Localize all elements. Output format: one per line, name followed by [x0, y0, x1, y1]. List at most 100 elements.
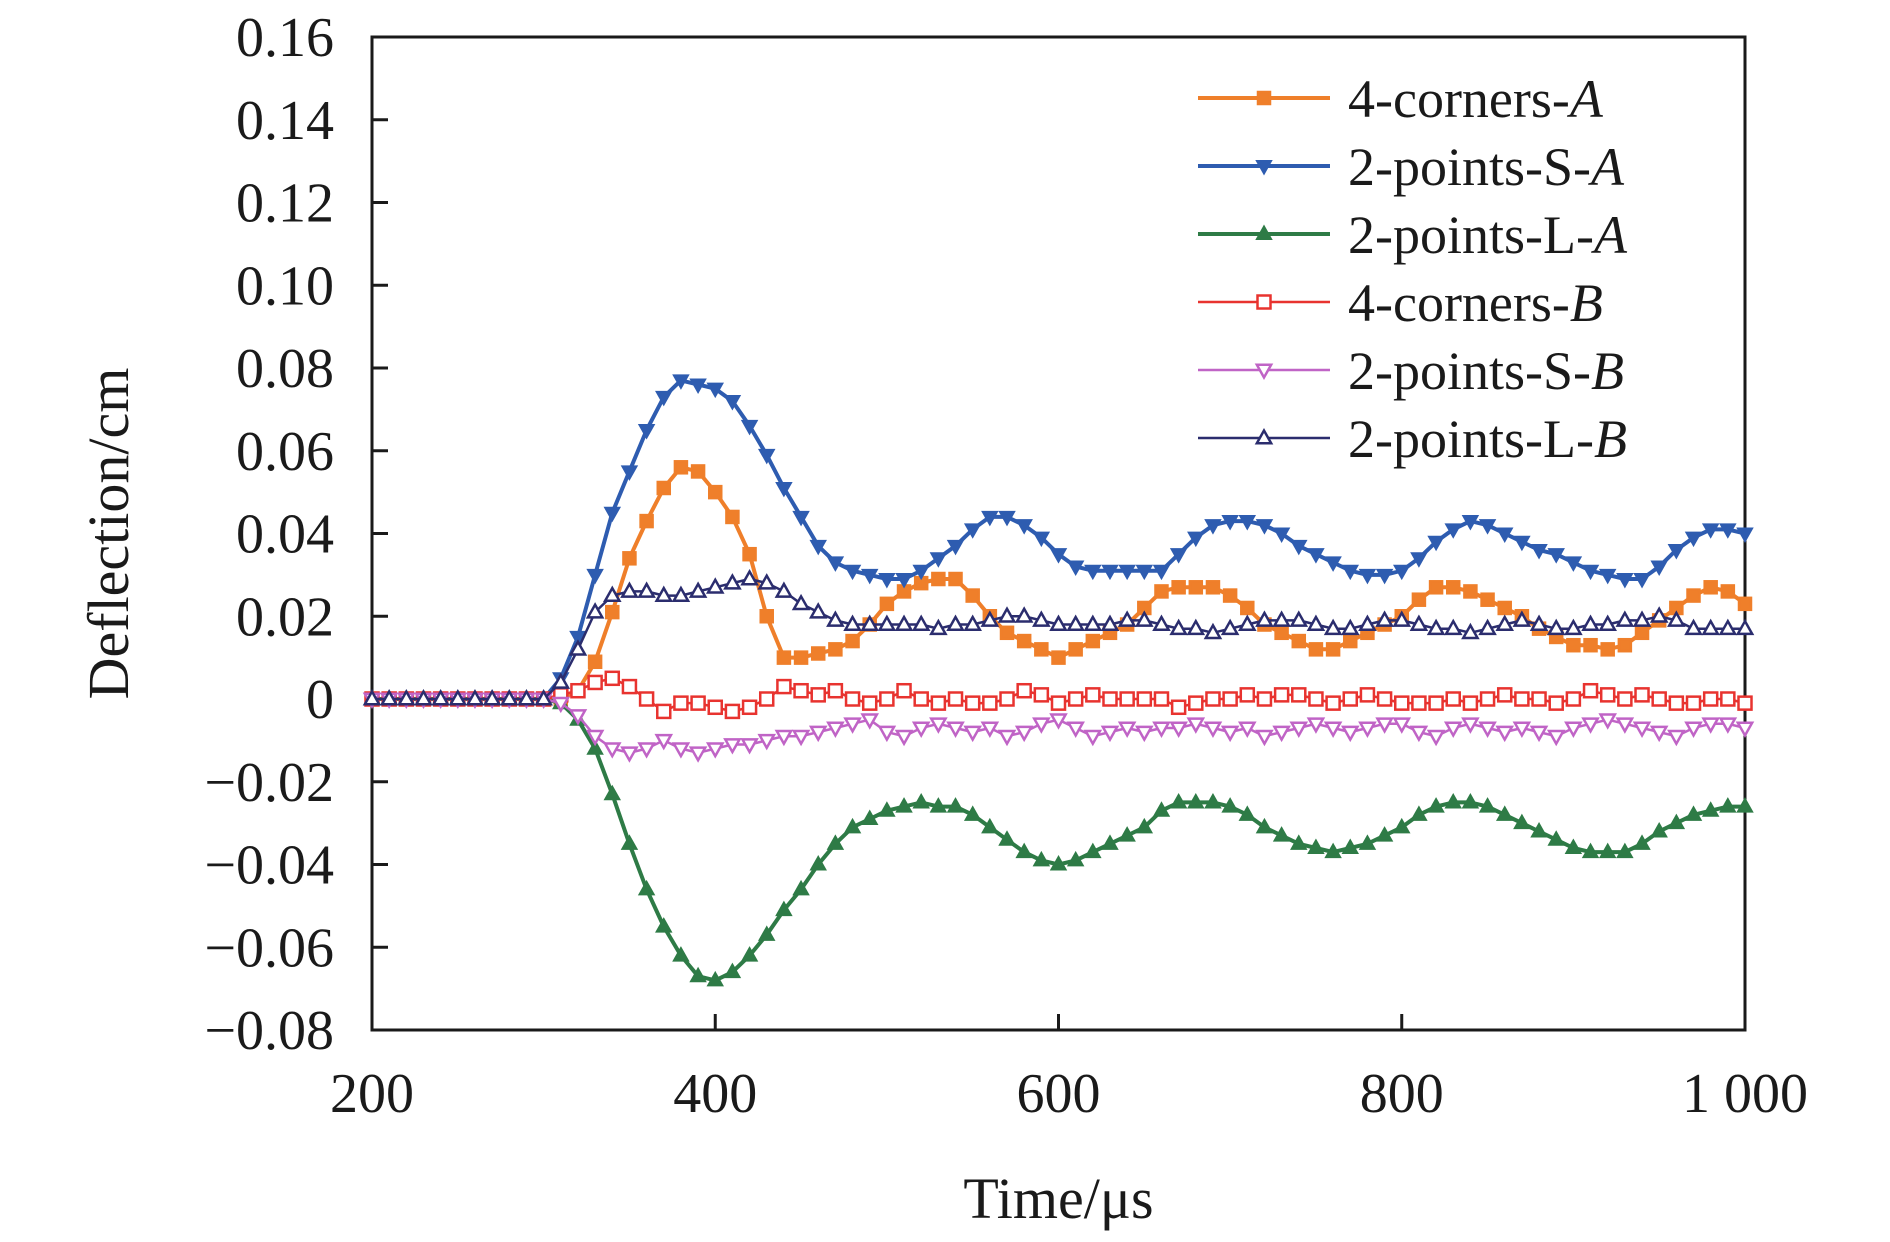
- data-point: [690, 695, 706, 711]
- legend-label: 2-points-L-A: [1348, 205, 1628, 265]
- data-point: [362, 688, 382, 706]
- legend-item: 4-corners-B: [1198, 273, 1603, 333]
- data-point: [757, 925, 776, 941]
- data-point: [1443, 721, 1463, 738]
- data-point: [1222, 691, 1238, 707]
- data-point: [568, 639, 588, 656]
- data-point: [1153, 691, 1170, 707]
- data-point: [1220, 618, 1240, 636]
- data-point: [656, 480, 672, 496]
- data-point: [982, 695, 998, 711]
- data-point: [757, 448, 776, 465]
- data-point: [1633, 572, 1651, 589]
- data-point: [999, 691, 1015, 707]
- data-point: [997, 606, 1017, 623]
- data-point: [1375, 610, 1394, 627]
- data-point: [1152, 801, 1171, 817]
- data-point: [1703, 580, 1718, 595]
- data-point: [1392, 610, 1412, 627]
- data-point: [1118, 564, 1136, 581]
- data-point: [774, 581, 794, 598]
- data-point: [844, 691, 861, 707]
- data-point: [1256, 90, 1272, 106]
- data-point: [690, 464, 706, 479]
- data-point: [1512, 721, 1532, 738]
- data-point: [845, 633, 860, 649]
- data-point: [1599, 687, 1616, 703]
- data-point: [1135, 817, 1154, 834]
- data-point: [1463, 584, 1478, 599]
- data-point: [637, 879, 656, 896]
- data-point: [740, 738, 759, 755]
- data-point: [1546, 618, 1566, 636]
- data-point: [1667, 813, 1686, 830]
- legend-label: 4-corners-A: [1348, 69, 1604, 129]
- data-point: [759, 609, 774, 624]
- data-point: [1083, 614, 1103, 631]
- data-point: [1186, 717, 1206, 734]
- data-point: [723, 962, 742, 979]
- data-point: [980, 721, 1000, 738]
- data-point: [1307, 838, 1325, 854]
- legend-label-suffix: B: [1594, 409, 1627, 469]
- data-point: [1684, 618, 1703, 636]
- data-point: [1358, 721, 1377, 738]
- data-point: [1220, 725, 1240, 743]
- data-point: [1272, 610, 1291, 627]
- data-point: [793, 650, 809, 665]
- data-point: [963, 725, 982, 743]
- data-point: [1188, 695, 1204, 711]
- data-point: [911, 721, 931, 738]
- data-point: [1411, 695, 1427, 711]
- data-point: [1256, 691, 1273, 707]
- data-point: [1478, 721, 1497, 738]
- data-point: [1085, 687, 1101, 703]
- data-point: [637, 581, 656, 598]
- data-point: [1135, 564, 1154, 581]
- data-point: [929, 618, 948, 636]
- data-point: [1667, 610, 1686, 627]
- data-point: [1255, 224, 1273, 241]
- data-point: [826, 556, 845, 572]
- data-point: [826, 834, 845, 850]
- data-point: [1617, 691, 1633, 707]
- data-point: [673, 695, 689, 711]
- data-point: [1375, 717, 1394, 734]
- data-point: [1426, 618, 1446, 636]
- legend-label-suffix: A: [1591, 205, 1628, 265]
- data-point: [1651, 691, 1667, 707]
- data-point: [1154, 584, 1169, 599]
- data-point: [1581, 717, 1600, 734]
- data-point: [1119, 691, 1135, 707]
- data-point: [1117, 610, 1137, 627]
- data-point: [775, 900, 793, 917]
- data-point: [637, 742, 656, 759]
- data-point: [1650, 560, 1668, 577]
- data-point: [1461, 792, 1480, 809]
- data-point: [1376, 691, 1393, 707]
- data-point: [980, 610, 1000, 627]
- data-point: [878, 801, 896, 817]
- data-point: [1186, 618, 1206, 636]
- data-point: [1529, 725, 1549, 743]
- data-point: [1272, 527, 1291, 543]
- data-point: [1529, 614, 1549, 631]
- data-point: [723, 738, 742, 755]
- data-point: [1514, 691, 1530, 707]
- data-point: [1136, 691, 1153, 707]
- data-point: [1720, 584, 1736, 599]
- data-point: [792, 879, 810, 896]
- x-tick-label: 800: [1360, 1063, 1444, 1125]
- data-point: [894, 729, 914, 747]
- data-point: [603, 784, 622, 801]
- y-tick-label: 0: [306, 669, 334, 731]
- data-point: [1152, 721, 1171, 738]
- data-point: [688, 746, 708, 763]
- data-point: [1649, 725, 1669, 743]
- data-point: [965, 588, 980, 603]
- data-point: [1598, 568, 1617, 585]
- legend-label-text: 2-points-S-: [1348, 137, 1591, 197]
- data-point: [1461, 717, 1480, 734]
- data-point: [1565, 691, 1582, 707]
- data-point: [757, 573, 777, 590]
